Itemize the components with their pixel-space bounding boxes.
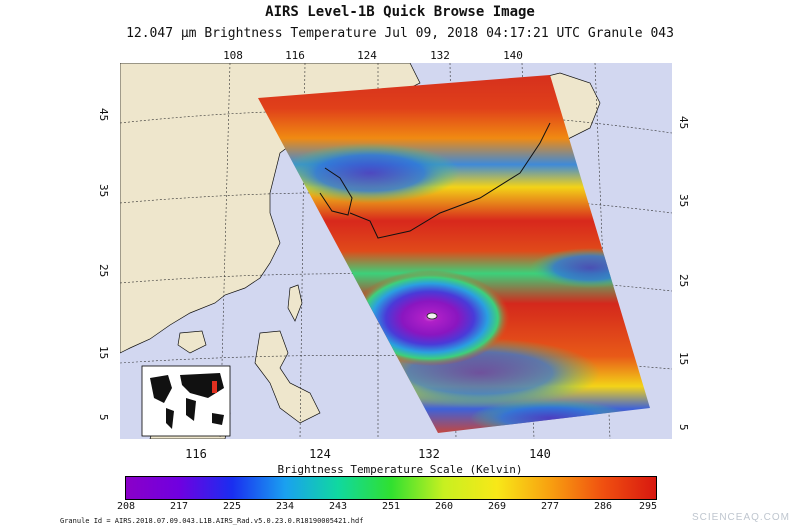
typhoon-eye [426,312,438,320]
colorbar-label: 286 [593,501,613,512]
swath-map [120,63,672,439]
image-title: AIRS Level-1B Quick Browse Image [265,4,535,20]
bottom-lon-tick: 116 [185,447,207,461]
world-inset [141,365,231,437]
taiwan [287,284,303,322]
korea-coastline [319,167,353,216]
colorbar-label: 269 [487,501,507,512]
colorbar-label: 225 [222,501,242,512]
left-lat-tick: 25 [97,264,110,278]
japan-coastline [349,122,551,239]
left-lat-tick: 35 [97,184,110,198]
right-lat-tick: 25 [677,274,690,288]
bottom-lon-tick: 124 [309,447,331,461]
right-lat-tick: 5 [677,424,690,431]
right-lat-tick: 45 [677,116,690,130]
hainan [177,330,207,354]
colorbar [125,476,657,500]
colorbar-label: 217 [169,501,189,512]
colorbar-title: Brightness Temperature Scale (Kelvin) [277,463,523,476]
philippines [254,330,321,424]
top-lon-tick: 124 [357,49,377,62]
top-lon-tick: 116 [285,49,305,62]
top-lon-tick: 132 [430,49,450,62]
right-lat-tick: 15 [677,352,690,366]
bottom-lon-tick: 140 [529,447,551,461]
image-subtitle: 12.047 μm Brightness Temperature Jul 09,… [126,26,674,41]
granule-id: Granule Id = AIRS.2018.07.09.043.L1B.AIR… [60,517,364,525]
colorbar-label: 234 [275,501,295,512]
watermark: SCIENCEAQ.COM [691,512,790,523]
colorbar-label: 277 [540,501,560,512]
left-lat-tick: 5 [97,414,110,421]
colorbar-label: 295 [638,501,658,512]
colorbar-label: 251 [381,501,401,512]
left-lat-tick: 45 [97,108,110,122]
inset-location-marker [212,381,217,393]
colorbar-label: 208 [116,501,136,512]
right-lat-tick: 35 [677,194,690,208]
colorbar-label: 243 [328,501,348,512]
bottom-lon-tick: 132 [418,447,440,461]
top-lon-tick: 140 [503,49,523,62]
left-lat-tick: 15 [97,346,110,360]
top-lon-tick: 108 [223,49,243,62]
colorbar-label: 260 [434,501,454,512]
